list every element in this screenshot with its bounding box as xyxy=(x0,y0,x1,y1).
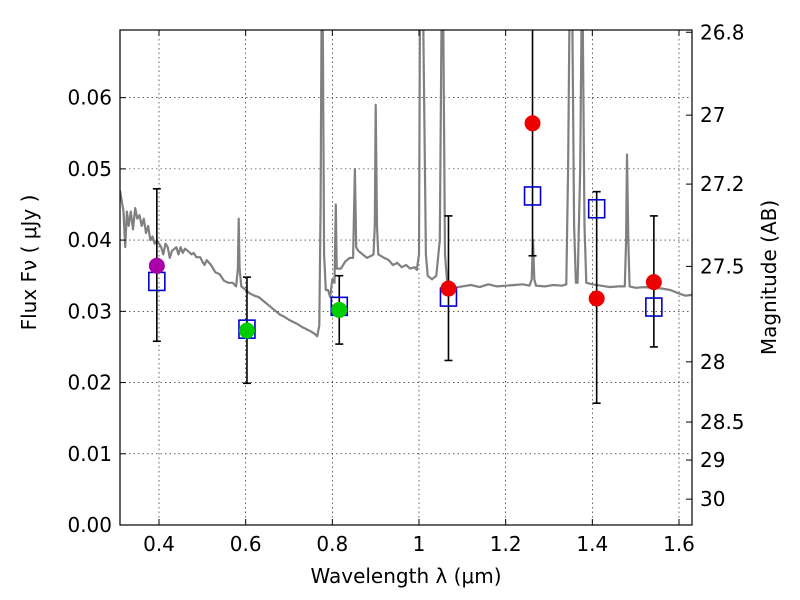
y2-tick-label: 28.5 xyxy=(700,410,745,434)
plot-frame xyxy=(119,29,693,526)
y2-tick-label: 27.2 xyxy=(700,172,745,196)
y2-axis-title: Magnitude (AB) xyxy=(757,200,781,355)
x-tick-label: 1.6 xyxy=(663,532,695,556)
plot-area xyxy=(120,30,692,405)
observed-flux-point xyxy=(588,290,605,307)
y2-tick-label: 30 xyxy=(700,487,725,511)
y2-tick-label: 28 xyxy=(700,350,725,374)
observed-flux-point xyxy=(148,257,165,274)
observed-flux-point xyxy=(524,115,541,132)
y-tick-label: 0.03 xyxy=(67,299,112,323)
y2-tick-label: 26.8 xyxy=(700,20,745,44)
y-tick-label: 0.01 xyxy=(67,442,112,466)
x-axis: 0.4 0.6 0.8 1 1.2 1.4 1.6 xyxy=(143,30,695,556)
observed-flux-point xyxy=(645,274,662,291)
model-spectrum-line xyxy=(120,30,692,338)
y-tick-label: 0.04 xyxy=(67,228,112,252)
grid-lines xyxy=(120,30,692,525)
x-tick-label: 1 xyxy=(413,532,426,556)
y2-tick-label: 27.5 xyxy=(700,254,745,278)
x-tick-label: 0.6 xyxy=(230,532,262,556)
y2-axis: 26.8 27 27.2 27.5 28 28.5 29 30 xyxy=(686,20,745,511)
y-tick-label: 0.06 xyxy=(67,86,112,110)
x-tick-label: 1.4 xyxy=(576,532,608,556)
x-axis-title: Wavelength λ (μm) xyxy=(310,564,501,588)
y-axis-title: Flux Fν ( μJy ) xyxy=(17,195,41,331)
y-tick-label: 0.00 xyxy=(67,513,112,537)
y2-tick-label: 27 xyxy=(700,103,725,127)
y2-tick-label: 29 xyxy=(700,448,725,472)
observed-flux-point xyxy=(440,280,457,297)
y-tick-label: 0.02 xyxy=(67,371,112,395)
model-flux-square xyxy=(523,186,542,206)
y-tick-label: 0.05 xyxy=(67,157,112,181)
x-tick-label: 0.8 xyxy=(316,532,348,556)
model-flux-square xyxy=(587,198,606,219)
y-axis: 0.00 0.01 0.02 0.03 0.04 0.05 0.06 xyxy=(67,86,126,537)
x-tick-label: 0.4 xyxy=(143,532,175,556)
observed-flux-point xyxy=(238,322,255,339)
model-flux-square xyxy=(645,297,663,317)
observed-flux-point xyxy=(331,301,348,318)
x-tick-label: 1.2 xyxy=(490,532,522,556)
